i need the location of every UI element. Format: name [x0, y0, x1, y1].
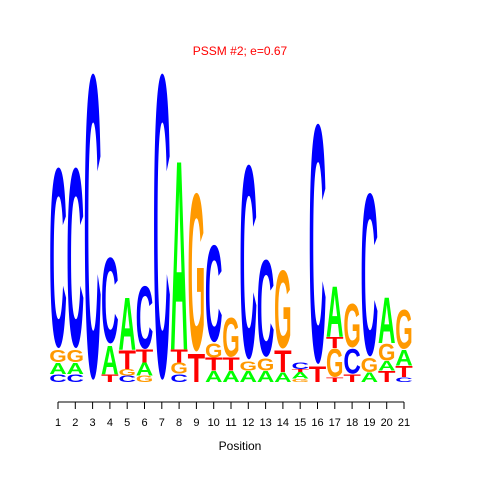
- x-tick-label-8: 8: [176, 417, 182, 429]
- logo-letter-A-pos13-0: A: [257, 368, 275, 386]
- logo-letter-G-pos6-0: G: [136, 374, 153, 384]
- logo-letter-G-pos9-1: G: [188, 147, 205, 397]
- logo-letter-C-pos18-1: C: [343, 342, 361, 382]
- logo-letter-T-pos9-0: T: [188, 346, 206, 391]
- logo-letter-C-pos19-2: C: [361, 146, 378, 403]
- logo-letter-C-pos1-0: C: [49, 372, 67, 384]
- logo-letter-A-pos1-1: A: [49, 360, 67, 378]
- logo-letter-C-pos6-3: C: [136, 268, 153, 368]
- logo-letter-T-pos14-1: T: [274, 345, 292, 380]
- x-tick-label-3: 3: [90, 417, 96, 429]
- x-tick-label-21: 21: [398, 417, 410, 429]
- logo-letter-A-pos20-3: A: [378, 285, 395, 358]
- logo-letter-T-pos17-0: T: [326, 376, 344, 384]
- logo-letter-A-pos4-1: A: [101, 339, 119, 384]
- x-tick-label-16: 16: [311, 417, 323, 429]
- logo-letter-A-pos10-0: A: [205, 368, 223, 386]
- logo-letter-T-pos17-2: T: [326, 333, 343, 351]
- logo-letter-G-pos11-2: G: [222, 307, 239, 369]
- logo-letter-C-pos8-0: C: [170, 372, 188, 384]
- x-axis: 1 2 3 4 5 6 7 8 9 10 11 12 13 14 15 16 17 18 19 20 21: [55, 401, 410, 429]
- logo-letter-T-pos18-0: T: [343, 372, 361, 385]
- logo-letter-A-pos11-0: A: [222, 368, 240, 386]
- logo-letter-T-pos5-2: T: [118, 345, 135, 375]
- x-tick-label-20: 20: [381, 417, 393, 429]
- logo-letter-C-pos3-0: C: [84, 0, 101, 467]
- logo-letter-C-pos12-2: C: [240, 109, 257, 416]
- logo-letter-G-pos18-2: G: [343, 291, 360, 360]
- logo-letter-T-pos10-1: T: [205, 355, 223, 375]
- x-tick-label-4: 4: [107, 417, 113, 429]
- x-tick-label-2: 2: [72, 417, 78, 429]
- logo-letter-C-pos7-0: C: [153, 0, 170, 467]
- logo-letter-G-pos13-1: G: [257, 355, 275, 374]
- x-tick-label-5: 5: [124, 417, 130, 429]
- logo-letter-G-pos15-0: G: [291, 378, 308, 383]
- logo-letter-A-pos5-3: A: [118, 282, 135, 365]
- logo-letter-T-pos11-1: T: [222, 355, 240, 375]
- x-tick-label-1: 1: [55, 417, 61, 429]
- logo-letter-T-pos20-0: T: [378, 368, 395, 386]
- logo-letter-T-pos8-2: T: [170, 347, 188, 367]
- x-axis-label: Position: [219, 439, 262, 453]
- logo-letter-A-pos12-0: A: [240, 368, 258, 386]
- logo-letter-C-pos4-2: C: [101, 232, 118, 369]
- x-tick-label-19: 19: [363, 417, 375, 429]
- logo-letter-G-pos14-2: G: [274, 248, 291, 371]
- logo-letter-A-pos17-3: A: [326, 272, 343, 352]
- logo-letter-C-pos13-2: C: [257, 232, 275, 385]
- x-tick-label-15: 15: [294, 417, 306, 429]
- logo-letter-A-pos2-1: A: [67, 360, 85, 378]
- logo-letter-T-pos21-1: T: [395, 363, 412, 381]
- logo-letter-G-pos20-2: G: [378, 339, 395, 366]
- logo-letter-G-pos10-2: G: [205, 339, 222, 362]
- logo-letter-A-pos15-1: A: [291, 370, 308, 380]
- logo-letter-G-pos8-1: G: [170, 361, 187, 378]
- logo-letter-G-pos1-2: G: [49, 347, 67, 366]
- logo-letter-G-pos12-1: G: [240, 358, 257, 373]
- logo-letter-T-pos16-0: T: [309, 363, 327, 388]
- logo-letter-G-pos5-1: G: [118, 368, 135, 378]
- logo-letter-C-pos15-3: C: [291, 361, 308, 371]
- logo-letter-C-pos2-0: C: [67, 372, 85, 384]
- logo-letter-A-pos14-0: A: [274, 370, 292, 385]
- logo-letter-A-pos6-1: A: [136, 359, 153, 379]
- logo-letter-A-pos19-0: A: [361, 370, 379, 385]
- x-tick-label-11: 11: [225, 417, 236, 429]
- x-tick-label-17: 17: [329, 417, 341, 429]
- x-tick-label-13: 13: [259, 417, 271, 429]
- logo-letter-C-pos16-1: C: [309, 53, 326, 432]
- logo-letter-G-pos2-2: G: [67, 347, 85, 366]
- x-tick-label-14: 14: [277, 417, 289, 429]
- x-tick-label-18: 18: [346, 417, 358, 429]
- chart-title: PSSM #2; e=0.67: [193, 44, 288, 58]
- logo-letter-T-pos4-0: T: [101, 372, 119, 385]
- logo-letter-A-pos8-3: A: [170, 103, 188, 407]
- logo-letter-A-pos20-1: A: [378, 359, 396, 374]
- logo-letter-G-pos17-1: G: [326, 341, 343, 385]
- logo-letter-C-pos10-3: C: [205, 217, 223, 370]
- x-tick-label-12: 12: [242, 417, 254, 429]
- logo-letter-G-pos19-1: G: [361, 354, 378, 377]
- logo-letter-C-pos5-0: C: [118, 374, 135, 384]
- x-tick-label-6: 6: [141, 417, 147, 429]
- logo-letter-C-pos2-3: C: [67, 116, 84, 400]
- logo-letter-A-pos21-2: A: [395, 345, 413, 370]
- logo-letter-G-pos21-3: G: [395, 299, 412, 361]
- x-tick-label-10: 10: [208, 417, 220, 429]
- x-tick-label-9: 9: [193, 417, 199, 429]
- logo-letter-T-pos15-2: T: [291, 368, 309, 373]
- logo-letter-T-pos6-2: T: [136, 347, 154, 367]
- logo-letter-C-pos21-0: C: [395, 376, 413, 383]
- x-tick-label-7: 7: [159, 417, 165, 429]
- logo-letter-C-pos1-3: C: [49, 116, 66, 400]
